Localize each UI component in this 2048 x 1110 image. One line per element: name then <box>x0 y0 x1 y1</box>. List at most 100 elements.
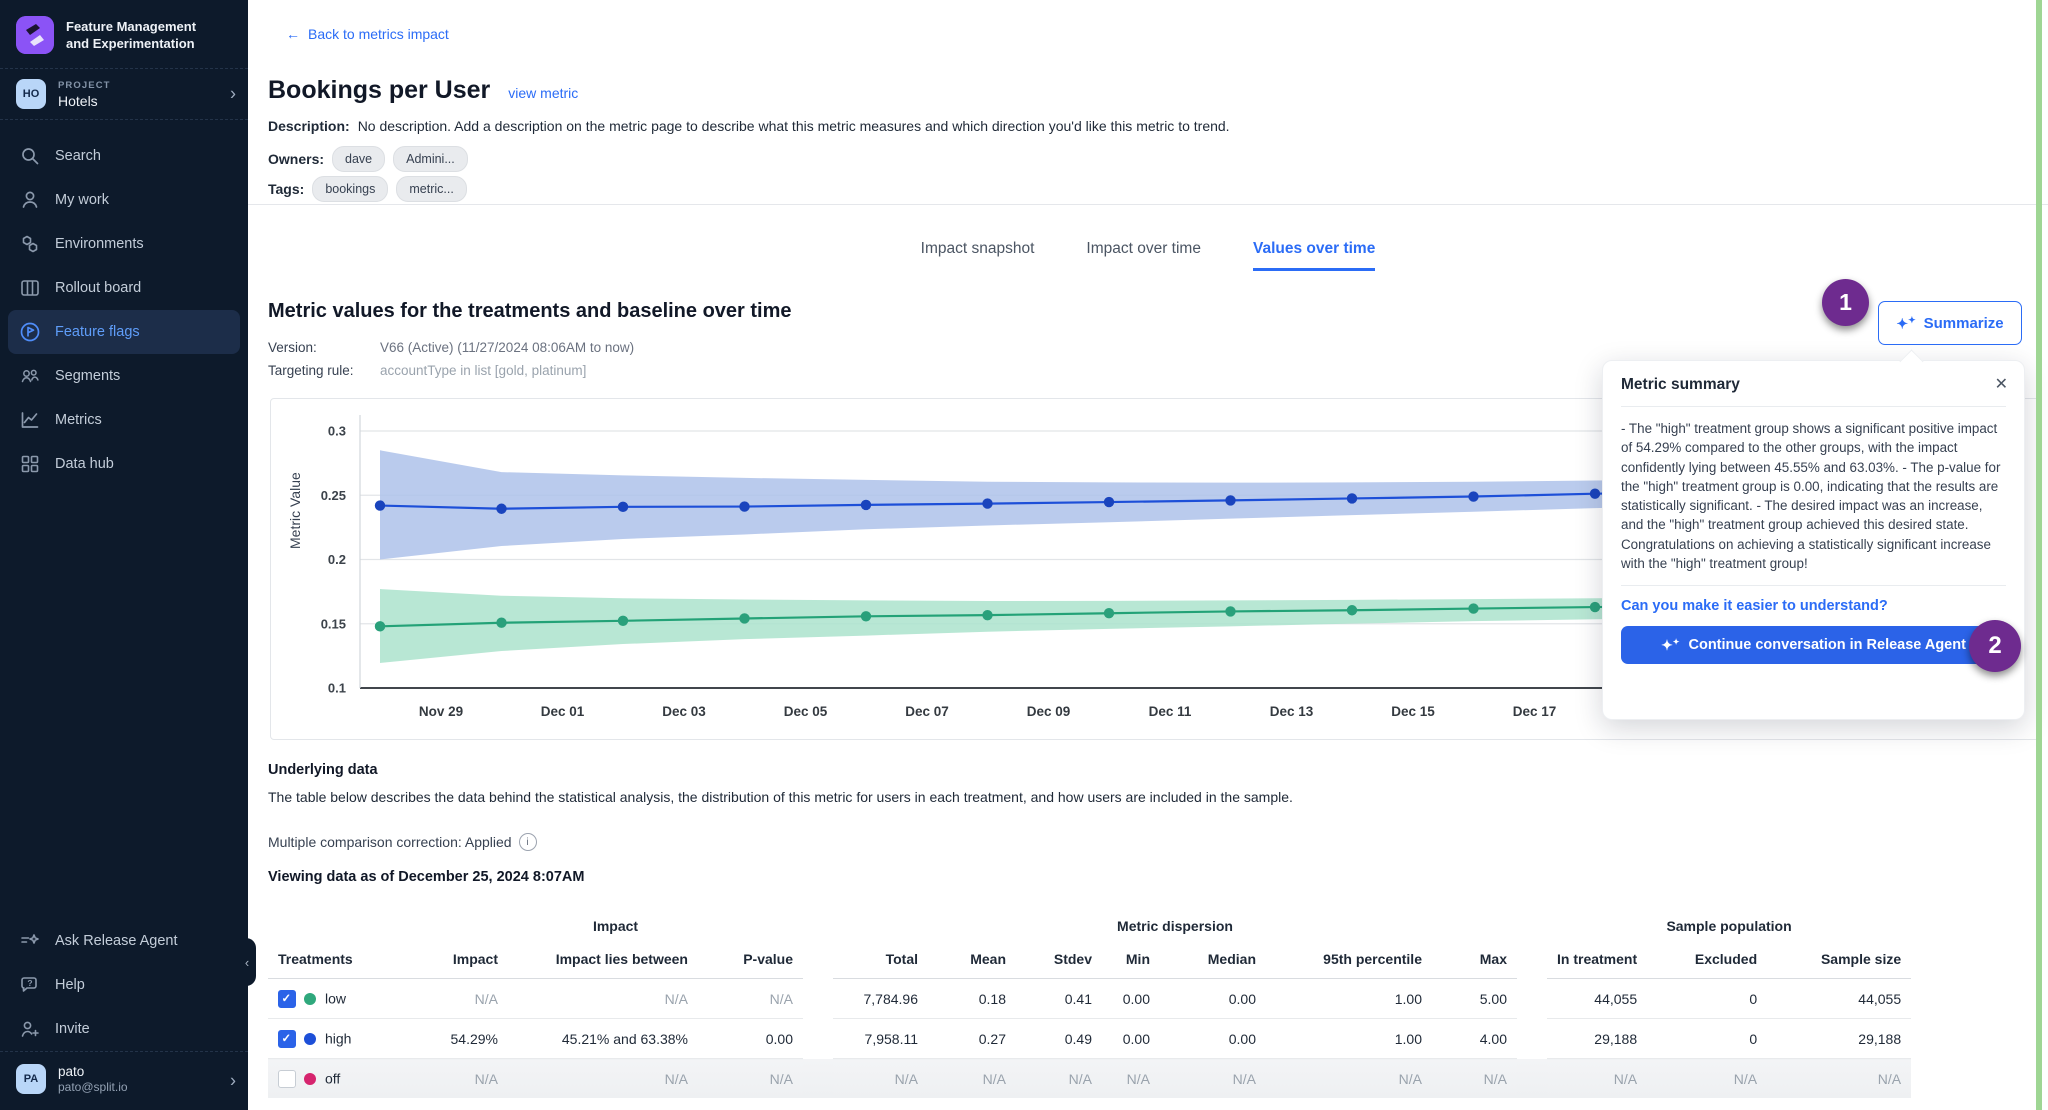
sidebar-item-help[interactable]: ? Help <box>8 963 240 1007</box>
close-icon[interactable]: ✕ <box>1994 376 2008 393</box>
table-row: off N/A N/A N/A N/A N/A N/A N/A N/A N/A N/A N/A N/A N… <box>268 1058 1912 1098</box>
table-cell: 7,784.96 <box>833 978 928 1019</box>
project-selector[interactable]: HO PROJECT Hotels › <box>0 69 248 119</box>
column-header: 95th percentile <box>1266 940 1432 979</box>
table-row: lowN/AN/AN/A7,784.960.180.410.000.001.00… <box>268 978 1912 1019</box>
continue-conversation-button[interactable]: ✦✦ Continue conversation in Release Agen… <box>1621 626 2006 665</box>
column-header: Impact lies between <box>508 940 698 979</box>
sidebar-item-label: Feature flags <box>55 324 140 340</box>
table-cell: N/A <box>1432 1058 1517 1098</box>
metrics-icon <box>18 408 42 432</box>
sidebar-item-environments[interactable]: Environments <box>8 222 240 266</box>
page-title: Bookings per User <box>268 76 491 104</box>
chevron-right-icon: › <box>230 1070 236 1091</box>
table-cell: N/A <box>508 1058 698 1098</box>
svg-text:Dec 07: Dec 07 <box>905 704 949 719</box>
sidebar-item-metrics[interactable]: Metrics <box>8 398 240 442</box>
table-spacer <box>803 940 833 979</box>
underlying-data-heading: Underlying data <box>268 762 378 778</box>
svg-text:?: ? <box>27 978 32 988</box>
table-body: lowN/AN/AN/A7,784.960.180.410.000.001.00… <box>268 978 1912 1098</box>
owner-pill[interactable]: Admini... <box>393 146 468 172</box>
table-cell: 0.49 <box>1016 1018 1102 1059</box>
table-cell: 0.00 <box>1102 978 1160 1019</box>
svg-text:0.15: 0.15 <box>321 616 346 631</box>
user-avatar: PA <box>16 1064 46 1094</box>
column-header: Impact <box>428 940 508 979</box>
release-agent-icon <box>18 929 42 953</box>
table-cell: 0.18 <box>928 978 1016 1019</box>
sidebar-item-rollout-board[interactable]: Rollout board <box>8 266 240 310</box>
svg-text:Dec 03: Dec 03 <box>662 704 706 719</box>
table-cell: N/A <box>698 978 803 1019</box>
treatment-checkbox[interactable] <box>278 1029 296 1048</box>
sidebar-item-ask-release-agent[interactable]: Ask Release Agent <box>8 919 240 963</box>
divider <box>1621 406 2006 407</box>
table-cell: 0.00 <box>698 1018 803 1059</box>
table-cell: 44,055 <box>1767 978 1912 1019</box>
table-spacer <box>1517 1019 1547 1059</box>
group-header-metric-dispersion: Metric dispersion <box>1117 918 1233 934</box>
viewing-data-text: Viewing data as of December 25, 2024 8:0… <box>268 869 585 885</box>
svg-text:0.3: 0.3 <box>328 424 346 439</box>
table-spacer <box>1517 1058 1547 1098</box>
table-spacer <box>1517 912 1547 940</box>
rollout-board-icon <box>18 276 42 300</box>
table-cell: 0 <box>1647 1018 1768 1059</box>
svg-text:Dec 11: Dec 11 <box>1149 704 1192 719</box>
svg-text:Nov 29: Nov 29 <box>419 704 463 719</box>
table-cell: 29,188 <box>1547 1018 1648 1059</box>
project-badge: HO <box>16 79 46 109</box>
sidebar-item-segments[interactable]: Segments <box>8 354 240 398</box>
user-menu[interactable]: PA pato pato@split.io › <box>0 1052 248 1110</box>
sidebar-collapse-handle[interactable]: ‹ <box>238 938 256 986</box>
table-cell: N/A <box>928 1058 1016 1098</box>
tag-pill[interactable]: metric... <box>396 176 467 202</box>
treatment-name: low <box>325 990 347 1007</box>
tab-bar: Impact snapshot Impact over time Values … <box>248 240 2048 271</box>
scrollbar[interactable] <box>2036 0 2042 1110</box>
my-work-icon <box>18 188 42 212</box>
arrow-left-icon: ← <box>286 26 300 42</box>
tag-pill[interactable]: bookings <box>312 176 389 202</box>
make-easier-link[interactable]: Can you make it easier to understand? <box>1621 598 1888 615</box>
table-cell: N/A <box>1266 1058 1432 1098</box>
sidebar-item-invite[interactable]: Invite <box>8 1007 240 1051</box>
owner-pill[interactable]: dave <box>332 146 386 172</box>
sidebar-item-my-work[interactable]: My work <box>8 178 240 222</box>
svg-text:Dec 01: Dec 01 <box>541 704 585 719</box>
sidebar-item-data-hub[interactable]: Data hub <box>8 442 240 486</box>
treatment-checkbox[interactable] <box>278 1069 296 1088</box>
view-metric-link[interactable]: view metric <box>508 85 579 101</box>
tab-impact-snapshot[interactable]: Impact snapshot <box>920 240 1035 257</box>
tab-values-over-time[interactable]: Values over time <box>1252 240 1376 271</box>
table-spacer <box>803 1058 833 1098</box>
table-spacer <box>803 1019 833 1059</box>
svg-text:Dec 15: Dec 15 <box>1391 704 1435 719</box>
table-cell: N/A <box>1647 1058 1768 1098</box>
column-header: Median <box>1160 940 1266 979</box>
info-icon[interactable]: i <box>518 833 537 851</box>
annotation-badge-2: 2 <box>1969 620 2021 672</box>
svg-text:0.2: 0.2 <box>328 552 346 567</box>
treatment-name: off <box>325 1070 341 1087</box>
tags-label: Tags: <box>268 181 305 197</box>
summarize-button[interactable]: ✦✦ Summarize <box>1878 301 2022 345</box>
sidebar: Feature Management and Experimentation H… <box>0 0 248 1110</box>
section-heading: Metric values for the treatments and bas… <box>268 300 792 322</box>
table-cell: N/A <box>698 1058 803 1098</box>
table-cell: 1.00 <box>1266 1018 1432 1059</box>
sidebar-item-search[interactable]: Search <box>8 134 240 178</box>
segments-icon <box>18 364 42 388</box>
feature-flags-icon <box>18 320 42 344</box>
sidebar-item-label: Search <box>55 148 101 164</box>
table-cell: N/A <box>1547 1058 1648 1098</box>
treatment-checkbox[interactable] <box>278 989 296 1008</box>
tab-impact-over-time[interactable]: Impact over time <box>1086 240 1201 257</box>
back-link[interactable]: ← Back to metrics impact <box>286 26 449 42</box>
sidebar-item-feature-flags[interactable]: Feature flags <box>8 310 240 354</box>
table-cell: 5.00 <box>1432 978 1517 1019</box>
help-icon: ? <box>18 973 42 997</box>
chevron-right-icon: › <box>230 83 236 104</box>
